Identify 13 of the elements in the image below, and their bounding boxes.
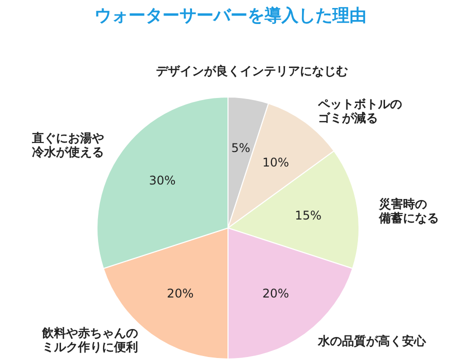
slice-label: デザインが良くインテリアになじむ [156, 64, 348, 78]
data-label: 20% [166, 286, 194, 301]
data-label: 20% [262, 286, 290, 301]
data-label: 15% [294, 208, 322, 222]
slice-label: 飲料や赤ちゃんのミルク作りに便利 [41, 326, 138, 354]
slice-label: ペットボトルのゴミが減る [316, 97, 402, 126]
slice-label: 直ぐにお湯や冷水が使える [31, 131, 104, 160]
data-label: 10% [262, 155, 290, 170]
slice-label: 水の品質が高く安心 [316, 334, 427, 348]
data-label: 5% [231, 140, 250, 155]
chart-title: ウォーターサーバーを導入した理由 [94, 6, 366, 26]
slice-label: 災害時の備蓄になる [378, 197, 440, 226]
data-label: 30% [148, 173, 176, 188]
